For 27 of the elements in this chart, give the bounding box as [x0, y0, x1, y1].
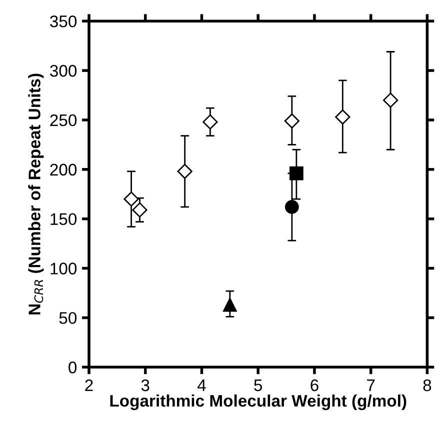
- x-tick-label: 8: [423, 379, 432, 392]
- y-tick-label: 250: [50, 114, 77, 126]
- x-tick-label: 6: [310, 379, 318, 392]
- point: [222, 298, 237, 312]
- x-axis-title: Logarithmic Molecular Weight (g/mol): [110, 394, 406, 410]
- y-tick-label: 200: [50, 164, 77, 176]
- point: [382, 92, 398, 108]
- x-tick-label: 3: [141, 379, 150, 392]
- y-tick-label: 50: [59, 312, 77, 324]
- point: [335, 109, 350, 125]
- point: [202, 114, 218, 130]
- x-tick-label: 4: [197, 380, 206, 392]
- point: [132, 202, 148, 218]
- x-tick-label: 5: [254, 380, 262, 392]
- x-tick-label: 7: [367, 380, 375, 392]
- y-tick-label: 0: [68, 362, 77, 374]
- y-tick-label: 150: [50, 213, 77, 226]
- x-tick-label: 2: [85, 379, 93, 392]
- y-tick-label: 300: [50, 64, 77, 77]
- y-tick-label: 100: [50, 262, 77, 274]
- point: [284, 113, 300, 129]
- point: [177, 164, 192, 179]
- point: [124, 191, 139, 207]
- point: [284, 200, 299, 214]
- y-tick-label: 350: [50, 16, 77, 28]
- y-axis-title: N$_{CRR}$ (Number of Repeat Units): [28, 74, 44, 314]
- point: [289, 166, 304, 180]
